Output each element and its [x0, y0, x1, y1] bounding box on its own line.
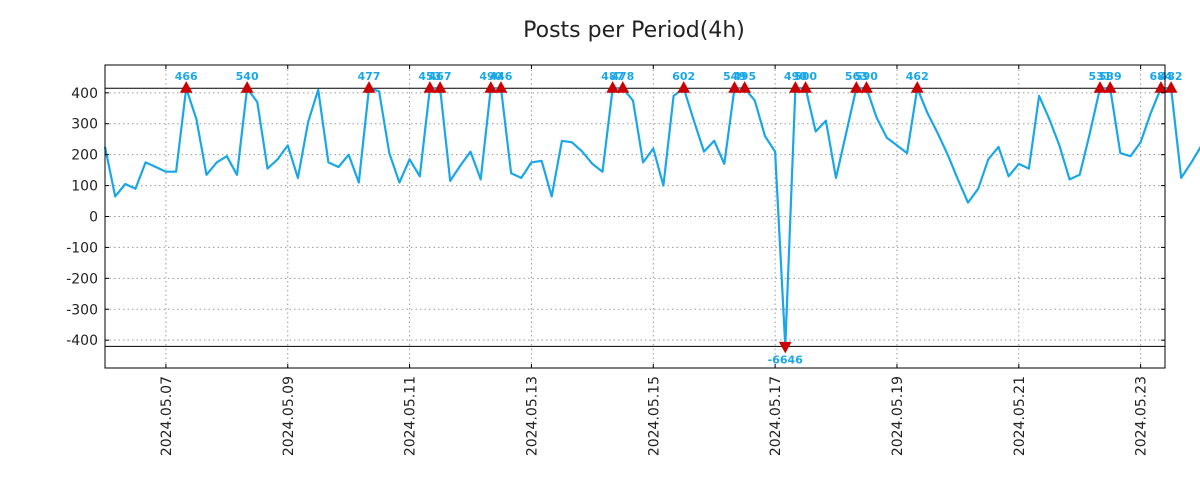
series-layer [103, 87, 1200, 348]
clip-marker-up [860, 81, 873, 93]
clip-marker-up [789, 81, 802, 93]
data-label: 462 [906, 70, 929, 83]
data-label: 540 [236, 70, 259, 83]
series-line-posts [103, 87, 1200, 348]
data-label: 467 [429, 70, 452, 83]
x-tick-label: 2024.05.21 [1012, 376, 1028, 456]
data-label: 478 [611, 70, 634, 83]
data-label: 500 [794, 70, 817, 83]
clip-marker-up [1164, 81, 1178, 93]
y-tick-label: 200 [71, 148, 98, 164]
clip-marker-up [799, 81, 812, 93]
data-label: 549 [723, 70, 746, 83]
clip-marker-up [677, 81, 691, 93]
clip-marker-up [179, 81, 193, 93]
y-tick-label: 100 [71, 179, 98, 195]
x-tick-label: 2024.05.11 [403, 376, 419, 456]
x-tick-label: 2024.05.13 [524, 376, 540, 456]
marker-layer [179, 81, 1178, 354]
clip-marker-up [433, 81, 447, 93]
data-label: 453 [418, 70, 441, 83]
data-label: 590 [855, 70, 878, 83]
y-tick-label: 400 [71, 86, 98, 102]
data-label: 477 [358, 70, 381, 83]
x-tick-label: 2024.05.15 [646, 376, 662, 456]
clip-marker-up [738, 81, 752, 93]
grid [105, 65, 1165, 368]
y-tick-label: 0 [89, 210, 98, 226]
clip-marker-up [728, 81, 741, 93]
data-label: -6646 [768, 353, 804, 366]
x-tick-label: 2024.05.09 [281, 376, 297, 456]
y-tick-label: 300 [71, 117, 98, 133]
x-tick-label: 2024.05.23 [1134, 376, 1150, 456]
data-label: 684 [1149, 70, 1172, 83]
y-tick-label: -300 [66, 302, 98, 318]
y-tick-label: -200 [66, 271, 98, 287]
data-label: 495 [733, 70, 756, 83]
clip-marker-up [616, 81, 630, 93]
data-label: 602 [672, 70, 695, 83]
clip-marker-up [240, 81, 254, 93]
chart-title: Posts per Period(4h) [523, 18, 745, 43]
data-label: 490 [479, 70, 502, 83]
data-label: 490 [784, 70, 807, 83]
data-label: 539 [1099, 70, 1122, 83]
clip-marker-up [1103, 81, 1117, 93]
x-axis-ticks: 2024.05.07 2024.05.09 2024.05.11 2024.05.13… [159, 65, 1150, 456]
clip-marker-up [849, 81, 863, 93]
x-tick-label: 2024.05.19 [890, 376, 906, 456]
data-label: 466 [175, 70, 198, 83]
data-label: 563 [845, 70, 868, 83]
clip-marker-up [494, 81, 508, 93]
clip-marker-up [423, 81, 437, 93]
y-tick-label: -400 [66, 333, 98, 349]
y-tick-label: -100 [66, 240, 98, 256]
data-label: 487 [601, 70, 624, 83]
clip-marker-up [1154, 81, 1168, 93]
clip-marker-up [606, 81, 620, 93]
data-label: 531 [1089, 70, 1112, 83]
data-label: 446 [489, 70, 512, 83]
x-tick-label: 2024.05.07 [159, 376, 175, 456]
clip-marker-up [362, 81, 376, 93]
y-axis-ticks: 400 300 200 100 0 -100 -200 -300 -400 [66, 86, 1165, 349]
clip-reference-lines [105, 87, 1165, 347]
data-label: 482 [1160, 70, 1183, 83]
clip-marker-down [778, 341, 792, 354]
clip-marker-up [910, 81, 924, 93]
clip-marker-up [484, 81, 498, 93]
x-tick-label: 2024.05.17 [768, 376, 784, 456]
clip-marker-up [1093, 81, 1107, 93]
